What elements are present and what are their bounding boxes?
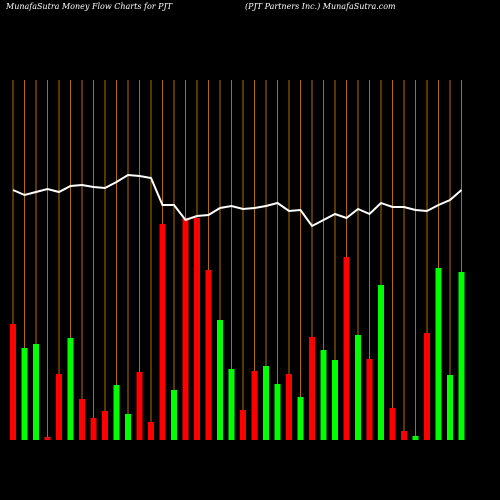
bar [194,218,200,440]
bar [378,285,384,440]
bar [309,337,315,440]
bar [435,268,442,440]
bar [332,360,338,440]
bar [217,320,223,440]
bar [21,348,28,440]
chart-subtitle: (PJT Partners Inc.) MunafaSutra.com [245,2,396,11]
bar [90,418,97,440]
bar [251,371,258,440]
bar [401,431,407,440]
bar [79,399,85,440]
bar [447,375,453,440]
bar [458,272,465,440]
bar [56,374,62,440]
bar [159,224,166,440]
bar [263,366,269,440]
bar [125,414,131,440]
money-flow-line [12,173,463,228]
bar [240,410,246,440]
bar [33,344,39,440]
bar [355,335,361,440]
bar [44,437,51,440]
bar [424,333,430,440]
bar [286,374,292,440]
bar [113,385,120,440]
bar [67,338,74,440]
bar [102,411,108,440]
bar [148,422,154,440]
chart-title: MunafaSutra Money Flow Charts for PJT [5,2,173,11]
bar [297,397,304,440]
bar [171,390,177,440]
bar [228,369,235,440]
bar [320,350,327,440]
bar [136,372,143,440]
bar [274,384,281,440]
bar [343,257,350,440]
bar [182,218,189,440]
bar [412,436,419,440]
bar [205,270,212,440]
bar [10,324,16,440]
bar [366,359,373,440]
bar [389,408,396,440]
